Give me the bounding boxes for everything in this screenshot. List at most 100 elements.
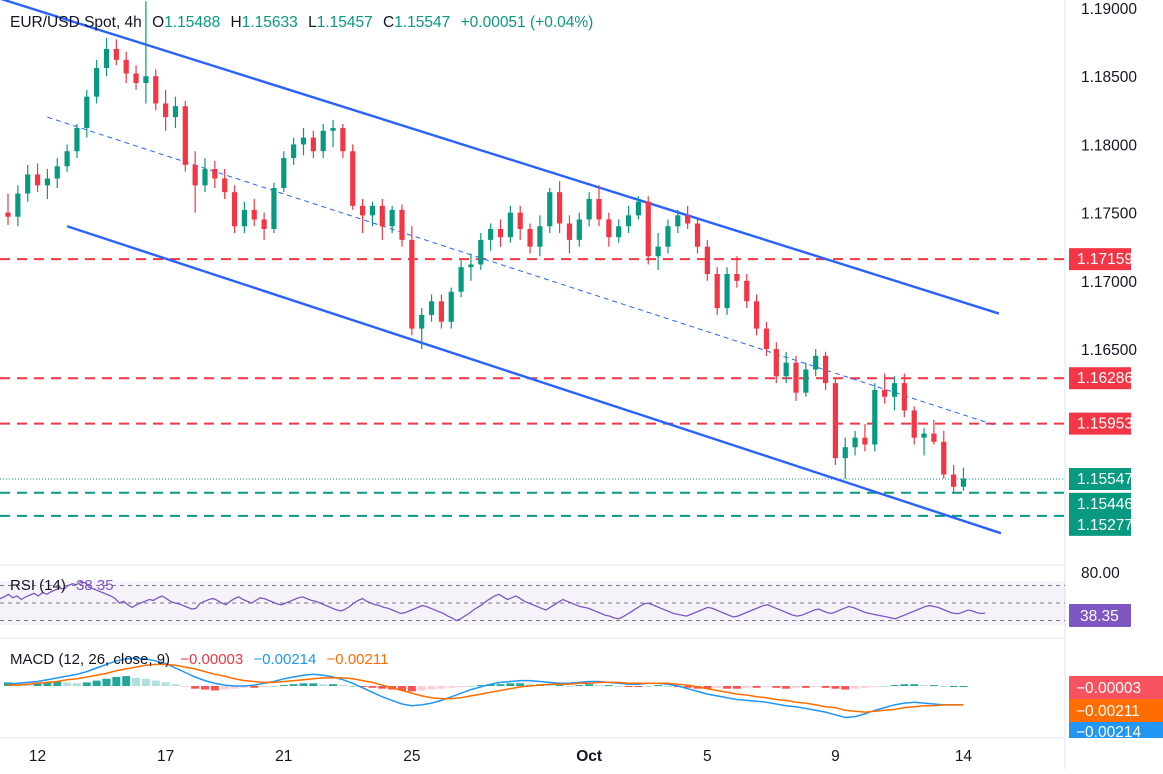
candle-body <box>763 328 770 350</box>
macd-histogram-bar <box>575 685 584 687</box>
candle-body <box>931 433 937 442</box>
candle-body <box>754 301 760 329</box>
macd-histogram-bar <box>191 686 200 689</box>
macd-histogram-bar <box>929 685 938 687</box>
macd-histogram-bar <box>939 686 948 687</box>
candle-body <box>734 274 740 281</box>
macd-histogram-bar <box>476 685 485 687</box>
macd-histogram-bar <box>920 685 929 687</box>
signal-line <box>8 663 964 713</box>
candle-body <box>360 205 366 216</box>
candle-body <box>64 151 70 167</box>
candle-body <box>872 389 878 445</box>
candle-body <box>842 447 848 459</box>
macd-histogram-bar <box>289 684 298 686</box>
candle-body <box>852 437 858 448</box>
macd-histogram-bar <box>23 684 32 686</box>
macd-histogram-bar <box>713 686 722 688</box>
macd-histogram-bar <box>880 686 889 687</box>
candle-body <box>34 174 41 186</box>
price-tick-label: 1.18000 <box>1081 137 1137 154</box>
macd-histogram-bar <box>703 686 712 689</box>
macd-hist-legend: −0.00003 <box>180 651 243 668</box>
macd-histogram-bar <box>526 684 535 686</box>
candle-body <box>202 168 208 186</box>
candle-body <box>15 193 21 217</box>
macd-hist-badge <box>1069 676 1163 699</box>
candle-body <box>744 280 750 302</box>
time-tick-label: 12 <box>29 748 46 765</box>
candle-body <box>566 223 573 240</box>
rsi-value-badge-text: 38.35 <box>1080 608 1119 625</box>
candle-body <box>103 48 110 69</box>
macd-histogram-bar <box>447 686 456 688</box>
symbol-label: EUR/USD Spot, 4h <box>10 14 142 31</box>
candle-body <box>84 96 90 129</box>
macd-histogram-bar <box>112 677 121 686</box>
time-axis: 12 17 21 25 Oct 5 9 14 <box>29 748 973 765</box>
time-tick-label: 25 <box>403 748 420 765</box>
macd-histogram-bar <box>220 686 229 690</box>
candle-body <box>724 274 730 309</box>
candle-body <box>882 389 888 397</box>
candle-body <box>655 246 661 257</box>
candle-body <box>547 192 553 227</box>
rsi-legend: RSI (14) 38.35 <box>10 577 114 594</box>
candle-body <box>133 73 139 84</box>
candle-body <box>901 383 907 411</box>
macd-histogram-bar <box>644 686 653 687</box>
candle-body <box>428 301 435 315</box>
candle-body <box>625 215 632 227</box>
candle-body <box>44 178 50 186</box>
candle-body <box>172 106 179 118</box>
candle-body <box>389 209 395 227</box>
candle-body <box>291 144 297 159</box>
macd-histogram-bar <box>663 686 672 687</box>
price-badge-text: 1.15277 <box>1077 517 1133 534</box>
macd-histogram-bar <box>102 678 111 686</box>
candle-body <box>143 76 149 84</box>
macd-histogram-bar <box>496 684 505 686</box>
macd-histogram-bar <box>132 677 141 686</box>
time-tick-label: 9 <box>831 748 840 765</box>
macd-histogram-bar <box>378 686 387 689</box>
macd-signal-badge-text: −0.00211 <box>1076 703 1140 720</box>
low-value: 1.15457 <box>317 14 373 31</box>
candle-body <box>596 198 602 220</box>
macd-histogram-bar <box>742 686 751 688</box>
macd-histogram-bar <box>437 686 446 689</box>
candle-body <box>419 314 425 329</box>
macd-histogram-bar <box>506 683 515 686</box>
macd-histogram-bar <box>181 686 190 687</box>
macd-line-legend: −0.00214 <box>253 651 316 668</box>
macd-histogram-bar <box>772 686 781 688</box>
candle-body <box>694 223 701 247</box>
candle-body <box>813 355 819 370</box>
candle-body <box>773 349 779 377</box>
macd-histogram-bar <box>782 686 791 689</box>
candle-body <box>586 198 592 220</box>
macd-histogram-bar <box>732 686 741 689</box>
price-badge-text: 1.16286 <box>1077 370 1133 387</box>
candle-body <box>261 219 267 229</box>
macd-histogram-bar <box>959 686 968 687</box>
macd-histogram-bar <box>516 683 525 686</box>
time-tick-label: Oct <box>576 748 602 765</box>
candle-body <box>310 137 316 152</box>
macd-histogram-bar <box>792 686 800 688</box>
macd-histogram-bar <box>43 682 52 686</box>
macd-histogram-bar <box>565 686 574 687</box>
macd-histogram-bar <box>53 681 62 686</box>
open-label: O <box>152 14 164 31</box>
candle-body <box>685 215 691 224</box>
macd-title: MACD (12, 26, close, 9) <box>10 651 170 668</box>
macd-histogram-bar <box>851 686 860 689</box>
candle-body <box>507 212 513 238</box>
candle-body <box>409 239 415 329</box>
macd-histogram-bar <box>230 686 239 689</box>
time-tick-label: 21 <box>275 748 292 765</box>
candle-body <box>350 151 356 206</box>
macd-histogram-bar <box>821 686 830 688</box>
